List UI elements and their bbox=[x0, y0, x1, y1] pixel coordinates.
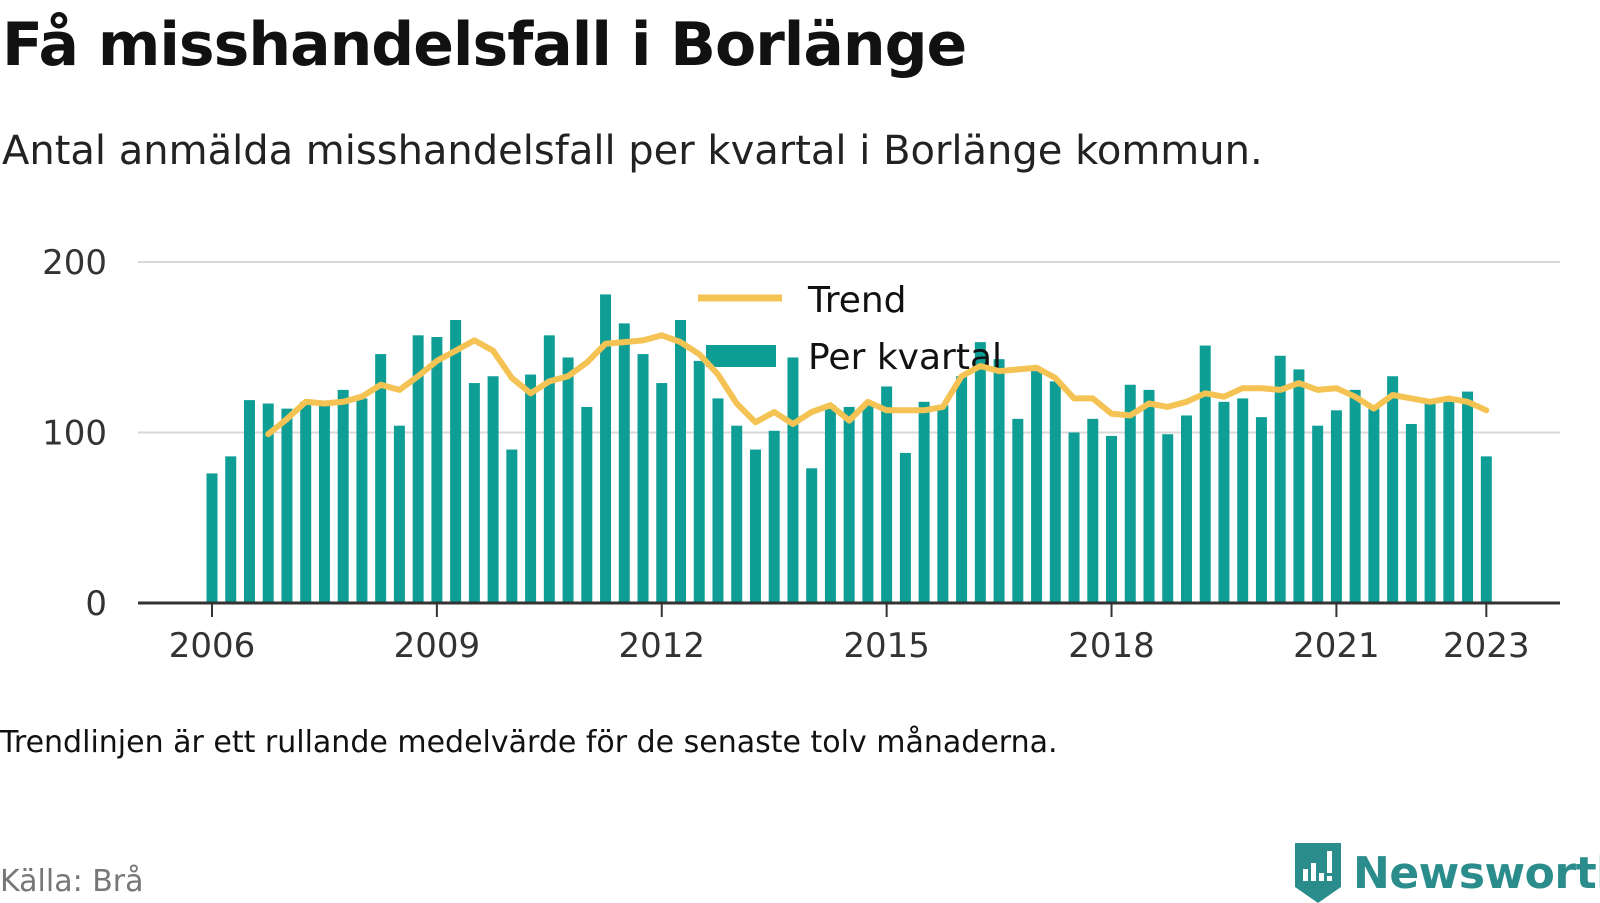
bar bbox=[1349, 389, 1361, 603]
legend-bars-swatch bbox=[706, 345, 776, 367]
bar bbox=[600, 294, 612, 603]
newsworthy-logo-icon bbox=[1295, 843, 1341, 903]
bar bbox=[1405, 423, 1417, 603]
x-tick-label: 2015 bbox=[843, 626, 930, 666]
bar bbox=[1199, 345, 1211, 603]
bar bbox=[581, 406, 593, 603]
chart-title: Få misshandelsfall i Borlänge bbox=[2, 10, 967, 80]
bar bbox=[1237, 398, 1249, 603]
bar bbox=[356, 398, 368, 603]
x-tick-label: 2023 bbox=[1443, 626, 1530, 666]
bar bbox=[1068, 432, 1080, 603]
bar bbox=[1480, 456, 1492, 603]
bar bbox=[768, 430, 780, 603]
bar bbox=[749, 449, 761, 603]
bars bbox=[206, 294, 1492, 603]
bar bbox=[637, 354, 649, 603]
bar bbox=[1293, 369, 1305, 603]
bar bbox=[375, 354, 387, 603]
bar bbox=[1106, 435, 1118, 603]
bar bbox=[693, 360, 705, 603]
source-label: Källa: Brå bbox=[0, 864, 144, 899]
bar bbox=[412, 335, 424, 603]
bar bbox=[506, 449, 518, 603]
bar bbox=[562, 357, 574, 603]
legend-trend-label: Trend bbox=[807, 280, 907, 321]
bar bbox=[787, 357, 799, 603]
bar bbox=[731, 425, 743, 603]
bar bbox=[656, 383, 668, 603]
bar bbox=[243, 400, 255, 603]
bar bbox=[937, 405, 949, 603]
bar bbox=[1218, 401, 1230, 603]
x-tick-label: 2018 bbox=[1068, 626, 1155, 666]
bar bbox=[1330, 410, 1342, 603]
x-tick-label: 2006 bbox=[169, 626, 256, 666]
bar bbox=[843, 406, 855, 603]
bar bbox=[862, 405, 874, 603]
trend bbox=[265, 332, 1490, 438]
bar bbox=[974, 342, 986, 603]
bar bbox=[675, 319, 686, 603]
bar bbox=[487, 376, 499, 603]
bar bbox=[881, 386, 893, 603]
y-tick-label: 200 bbox=[42, 243, 107, 283]
bar bbox=[618, 323, 630, 603]
bar bbox=[337, 389, 349, 603]
bar bbox=[1443, 401, 1455, 603]
bar bbox=[1274, 355, 1286, 603]
x-tick-label: 2021 bbox=[1293, 626, 1380, 666]
bar bbox=[1124, 384, 1136, 603]
bar bbox=[1368, 408, 1380, 603]
bar bbox=[1387, 376, 1399, 603]
bar bbox=[899, 452, 911, 603]
bar bbox=[300, 401, 312, 603]
bar bbox=[1255, 417, 1267, 603]
x-tick-label: 2012 bbox=[618, 626, 705, 666]
bar bbox=[1087, 418, 1099, 603]
y-tick-label: 100 bbox=[42, 414, 107, 454]
bar bbox=[262, 403, 274, 603]
brand-logo: Newsworthy bbox=[1293, 843, 1600, 903]
bar bbox=[918, 401, 930, 603]
bar bbox=[393, 425, 405, 603]
bar bbox=[431, 337, 443, 603]
bar bbox=[806, 468, 818, 603]
trend-line bbox=[265, 332, 1490, 438]
bar bbox=[225, 456, 237, 603]
bar bbox=[712, 398, 724, 603]
bar bbox=[468, 383, 480, 603]
legend: Trend Per kvartal bbox=[698, 280, 1002, 378]
bar bbox=[1031, 371, 1043, 603]
bar bbox=[450, 319, 462, 603]
bar bbox=[993, 359, 1005, 603]
x-tick-label: 2009 bbox=[394, 626, 481, 666]
trend-note: Trendlinjen är ett rullande medelvärde f… bbox=[0, 725, 1058, 760]
bar bbox=[1049, 381, 1061, 603]
bar bbox=[206, 473, 218, 603]
x-axis: 2006 2009 2012 2015 2018 2021 2023 bbox=[138, 601, 1560, 666]
bar bbox=[318, 403, 330, 603]
bar bbox=[525, 374, 537, 603]
bar bbox=[1162, 434, 1174, 603]
bar bbox=[1143, 389, 1155, 603]
bar bbox=[1180, 415, 1192, 603]
bar bbox=[1424, 400, 1436, 603]
bar bbox=[824, 405, 836, 603]
bar bbox=[543, 335, 555, 603]
bar bbox=[1462, 391, 1474, 603]
brand-name: Newsworthy bbox=[1353, 847, 1600, 899]
bar bbox=[956, 376, 968, 603]
bar bbox=[281, 408, 293, 603]
chart-subtitle: Antal anmälda misshandelsfall per kvarta… bbox=[2, 128, 1263, 174]
bar bbox=[1312, 425, 1324, 603]
y-tick-label: 0 bbox=[85, 584, 107, 624]
bar bbox=[1012, 418, 1024, 603]
